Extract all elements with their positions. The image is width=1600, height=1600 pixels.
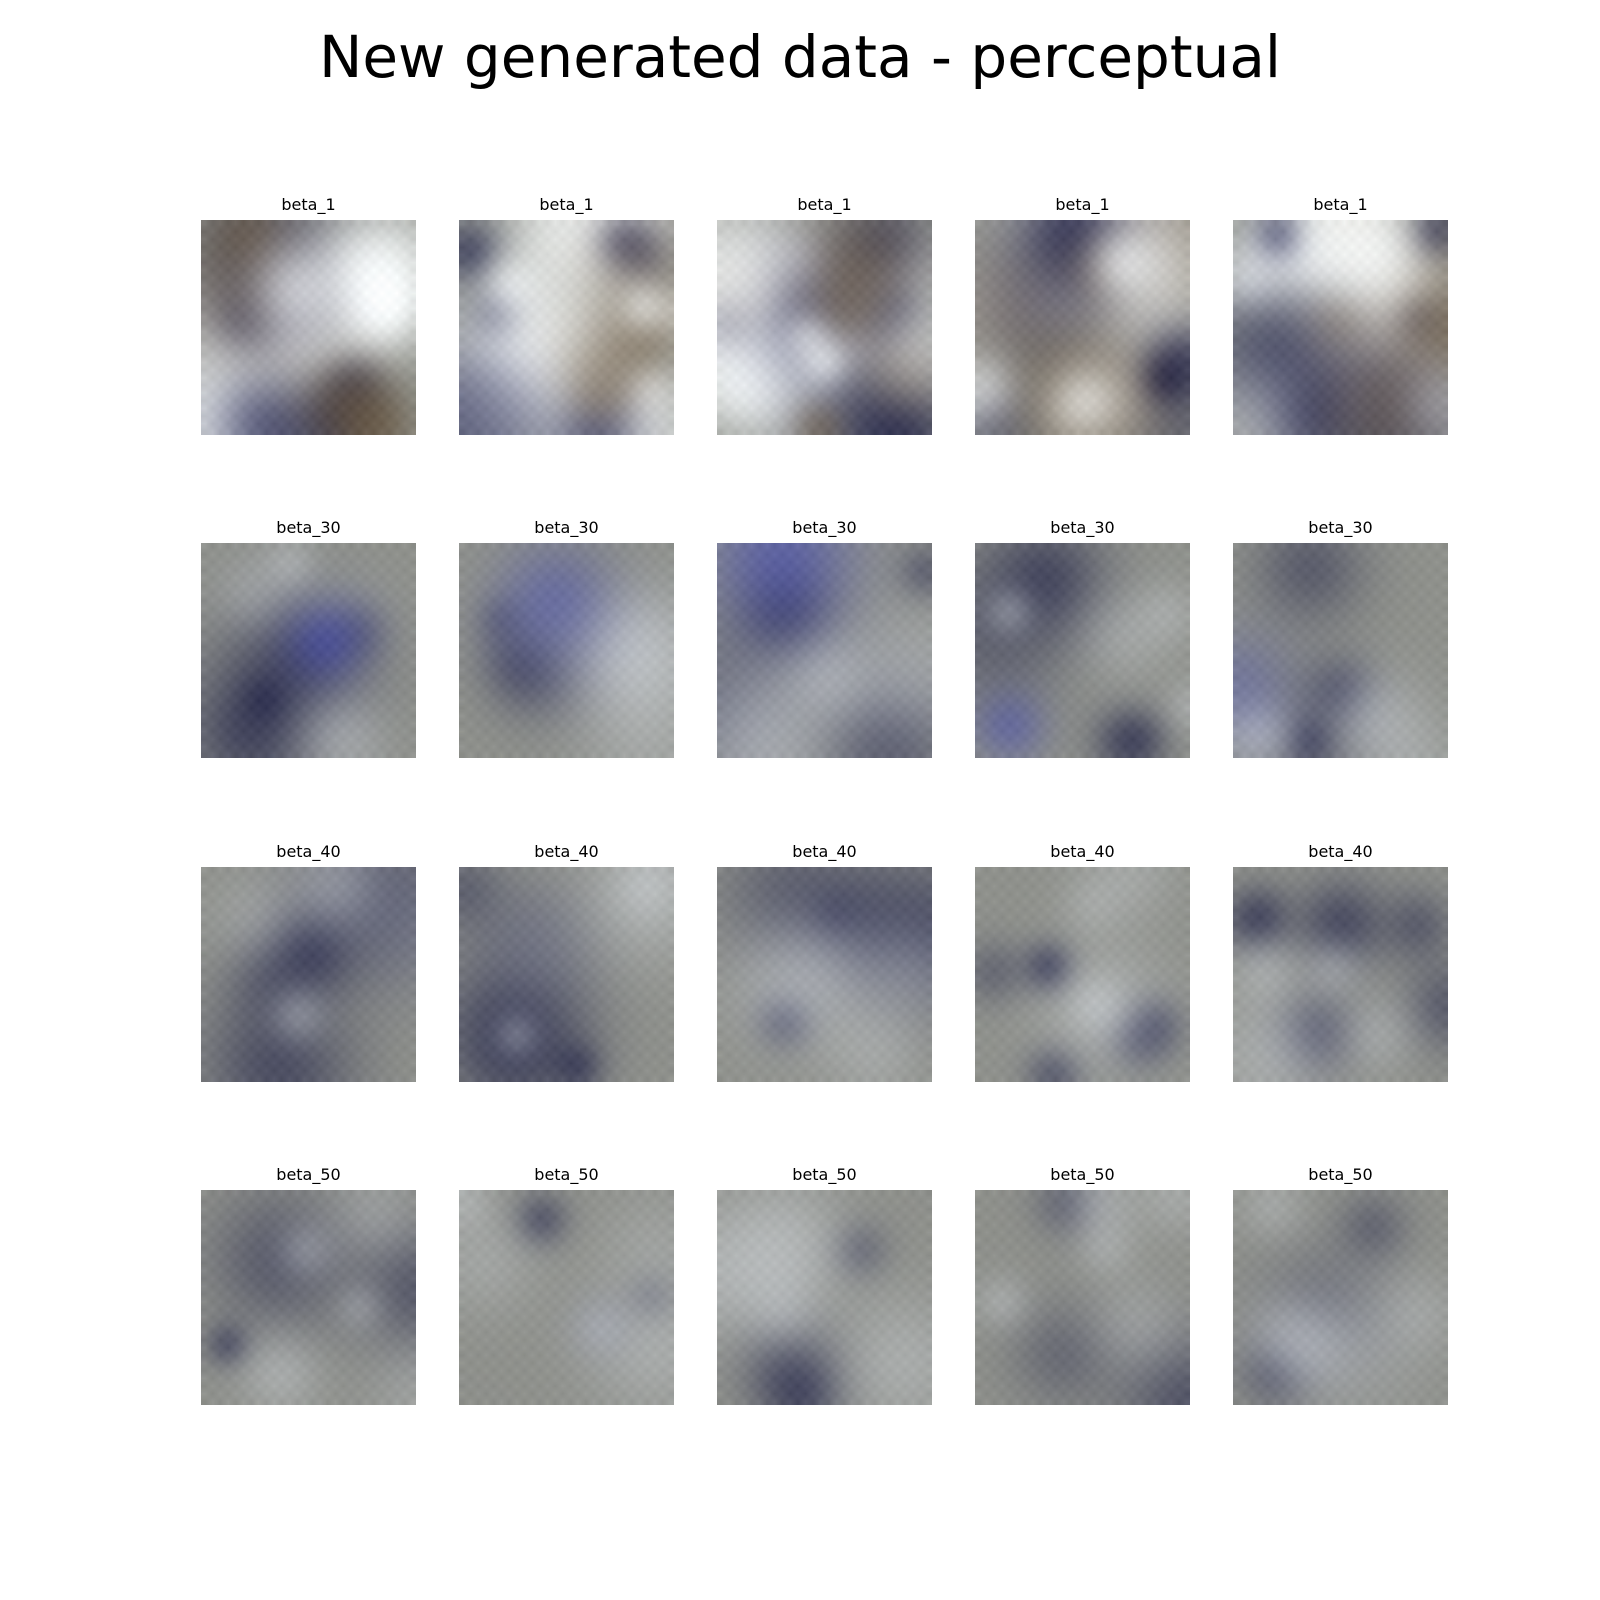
generated-image (459, 1190, 674, 1405)
tile-title: beta_30 (1050, 518, 1115, 537)
tile-title: beta_30 (1308, 518, 1373, 537)
tile-title: beta_1 (539, 195, 594, 214)
generated-image (975, 543, 1190, 758)
tile-title: beta_30 (534, 518, 599, 537)
tile-title: beta_1 (797, 195, 852, 214)
generated-image (459, 867, 674, 1082)
tile-title: beta_30 (792, 518, 857, 537)
tile-title: beta_40 (792, 842, 857, 861)
tile-title: beta_1 (1055, 195, 1110, 214)
tile-title: beta_30 (276, 518, 341, 537)
generated-image (975, 220, 1190, 435)
generated-image (201, 1190, 416, 1405)
generated-image (201, 867, 416, 1082)
generated-image (975, 867, 1190, 1082)
tile-title: beta_50 (1308, 1165, 1373, 1184)
tile-title: beta_50 (1050, 1165, 1115, 1184)
tile-title: beta_50 (276, 1165, 341, 1184)
tile-title: beta_1 (1313, 195, 1368, 214)
generated-image (1233, 543, 1448, 758)
tile-title: beta_50 (534, 1165, 599, 1184)
generated-image (717, 543, 932, 758)
generated-image (1233, 867, 1448, 1082)
generated-image (201, 543, 416, 758)
tile-title: beta_40 (534, 842, 599, 861)
tile-title: beta_40 (1050, 842, 1115, 861)
tile-title: beta_40 (276, 842, 341, 861)
generated-image (1233, 1190, 1448, 1405)
generated-image (975, 1190, 1190, 1405)
generated-image (717, 867, 932, 1082)
tile-title: beta_40 (1308, 842, 1373, 861)
generated-image (459, 543, 674, 758)
generated-image (717, 1190, 932, 1405)
generated-image (459, 220, 674, 435)
generated-image (717, 220, 932, 435)
generated-image (201, 220, 416, 435)
tile-title: beta_1 (281, 195, 336, 214)
tile-title: beta_50 (792, 1165, 857, 1184)
figure-title: New generated data - perceptual (318, 23, 1281, 91)
generated-image (1233, 220, 1448, 435)
